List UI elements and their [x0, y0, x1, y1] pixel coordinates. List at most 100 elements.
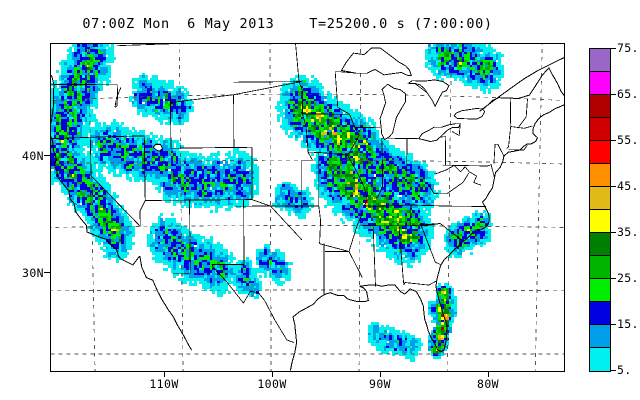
state-border-60 — [325, 251, 363, 278]
state-border-24 — [347, 154, 368, 207]
x-tick-label-100w: 100W — [257, 377, 287, 391]
colorbar-band-45-50 — [590, 164, 610, 187]
colorbar-label-65: 65. — [617, 87, 639, 101]
x-tick-mark-80w — [488, 372, 489, 377]
colorbar-band-15-20 — [590, 302, 610, 325]
colorbar-tick-5 — [611, 370, 616, 371]
coastline-3 — [292, 177, 495, 353]
state-border-1 — [51, 136, 118, 140]
state-border-5 — [189, 199, 253, 201]
colorbar-label-75: 75. — [617, 41, 639, 55]
state-border-55 — [233, 81, 302, 83]
state-border-38 — [416, 204, 487, 207]
reflectivity-raster — [51, 44, 564, 371]
colorbar-band-5-10 — [590, 348, 610, 371]
graticule-meridian-120w — [88, 44, 96, 371]
state-border-53 — [334, 71, 350, 115]
lake-outline-3 — [417, 123, 462, 142]
state-border-20 — [308, 151, 348, 156]
state-border-49 — [451, 123, 461, 137]
x-tick-mark-110w — [164, 372, 165, 377]
state-border-42 — [403, 280, 437, 286]
graticule-meridian-80w — [446, 44, 452, 371]
graticule-meridian-110w — [178, 44, 184, 371]
state-border-10 — [116, 44, 177, 47]
state-border-29 — [373, 138, 383, 199]
state-border-44 — [510, 125, 533, 129]
y-tick-label-40n: 40N — [22, 149, 44, 163]
state-border-9 — [170, 81, 302, 103]
state-border-7 — [169, 95, 252, 149]
state-border-34 — [487, 164, 495, 178]
colorbar-tick-25 — [611, 278, 616, 279]
y-tick-mark-40n — [44, 155, 50, 156]
colorbar-band-60-65 — [590, 95, 610, 118]
coastline-0 — [51, 74, 141, 266]
graticule-parallel-45n — [51, 93, 564, 102]
graticule-meridian-70w — [534, 44, 543, 371]
state-border-48 — [493, 144, 496, 164]
graticule-parallel-30n — [51, 289, 564, 292]
coastline-5 — [479, 66, 564, 112]
state-border-16 — [301, 159, 313, 206]
colorbar-tick-45 — [611, 186, 616, 187]
state-border-33 — [445, 164, 488, 167]
lake-outline-1 — [379, 83, 407, 141]
state-border-13 — [251, 147, 303, 241]
colorbar-band-70-75 — [590, 49, 610, 72]
colorbar-label-25: 25. — [617, 271, 639, 285]
x-tick-label-90w: 90W — [369, 377, 391, 391]
y-tick-label-30n: 30N — [22, 266, 44, 280]
graticule-meridian-90w — [358, 44, 362, 371]
state-border-62 — [211, 264, 295, 343]
map-clip — [51, 44, 564, 371]
coastline-6 — [479, 57, 564, 112]
basemap-vector-overlay — [51, 44, 564, 371]
state-border-11 — [189, 200, 191, 274]
coastline-4 — [494, 104, 564, 178]
lake-outline-2 — [407, 79, 450, 108]
state-border-22 — [318, 205, 322, 244]
state-border-47 — [495, 143, 505, 157]
state-border-36 — [434, 165, 455, 175]
state-border-46 — [508, 144, 528, 151]
state-border-35 — [454, 165, 482, 186]
colorbar-label-45: 45. — [617, 179, 639, 193]
colorbar-tick-65 — [611, 94, 616, 95]
colorbar-label-35: 35. — [617, 225, 639, 239]
state-border-41 — [421, 225, 441, 266]
colorbar-tick-35 — [611, 232, 616, 233]
colorbar-band-40-45 — [590, 187, 610, 210]
state-border-37 — [425, 173, 469, 195]
state-border-15 — [243, 205, 271, 265]
state-border-28 — [398, 227, 405, 286]
state-border-2 — [89, 137, 141, 227]
colorbar-tick-55 — [611, 140, 616, 141]
x-tick-mark-100w — [272, 372, 273, 377]
coastline-2 — [289, 342, 298, 371]
x-tick-mark-90w — [380, 372, 381, 377]
colorbar-label-15: 15. — [617, 317, 639, 331]
state-border-23 — [319, 212, 363, 252]
state-border-57 — [114, 87, 122, 107]
colorbar-label-5: 5. — [617, 363, 632, 377]
state-border-19 — [347, 114, 360, 156]
colorbar-band-35-40 — [590, 210, 610, 233]
colorbar-tick-75 — [611, 48, 616, 49]
y-tick-mark-30n — [44, 272, 50, 273]
state-border-4 — [145, 199, 191, 274]
colorbar-band-25-30 — [590, 256, 610, 279]
colorbar-band-20-25 — [590, 279, 610, 302]
colorbar-band-10-15 — [590, 325, 610, 348]
state-border-0 — [51, 83, 118, 108]
graticule-meridian-100w — [269, 44, 272, 371]
graticule-parallel-40n — [51, 159, 564, 165]
state-border-45 — [517, 98, 528, 129]
colorbar-band-50-55 — [590, 141, 610, 164]
lake-outline-0 — [340, 47, 412, 76]
colorbar-tick-15 — [611, 324, 616, 325]
state-border-3 — [117, 135, 146, 227]
state-border-17 — [301, 90, 313, 161]
colorbar-band-65-70 — [590, 72, 610, 95]
state-border-54 — [295, 44, 303, 91]
